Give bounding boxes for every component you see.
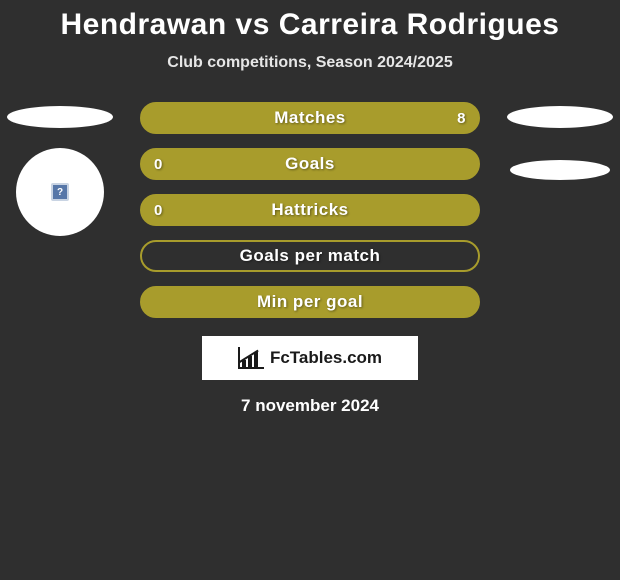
- watermark: FcTables.com: [202, 336, 418, 380]
- stat-label: Hattricks: [271, 200, 348, 220]
- stat-right-value: 8: [457, 110, 466, 127]
- stat-row-hattricks: 0 Hattricks: [140, 194, 480, 226]
- comparison-content: ? Matches 8 0 Goals 0 Hattricks Goals pe…: [0, 102, 620, 416]
- date-label: 7 november 2024: [0, 396, 620, 416]
- fctables-logo-icon: [238, 347, 264, 369]
- stat-row-goals-per-match: Goals per match: [140, 240, 480, 272]
- stat-label: Goals per match: [240, 246, 381, 266]
- player-right-column: [500, 102, 620, 180]
- player-left-column: ?: [0, 102, 120, 236]
- player-right-name-placeholder: [507, 106, 613, 128]
- watermark-text: FcTables.com: [270, 348, 382, 368]
- stat-row-min-per-goal: Min per goal: [140, 286, 480, 318]
- stat-row-matches: Matches 8: [140, 102, 480, 134]
- stat-left-value: 0: [154, 202, 163, 219]
- page-subtitle: Club competitions, Season 2024/2025: [0, 54, 620, 72]
- stats-list: Matches 8 0 Goals 0 Hattricks Goals per …: [140, 102, 480, 318]
- player-left-avatar: ?: [16, 148, 104, 236]
- player-left-name-placeholder: [7, 106, 113, 128]
- stat-row-goals: 0 Goals: [140, 148, 480, 180]
- unknown-avatar-icon: ?: [51, 183, 69, 201]
- player-right-secondary-placeholder: [510, 160, 610, 180]
- stat-label: Matches: [274, 108, 346, 128]
- stat-label: Goals: [285, 154, 335, 174]
- stat-label: Min per goal: [257, 292, 363, 312]
- stat-left-value: 0: [154, 156, 163, 173]
- page-title: Hendrawan vs Carreira Rodrigues: [0, 0, 620, 42]
